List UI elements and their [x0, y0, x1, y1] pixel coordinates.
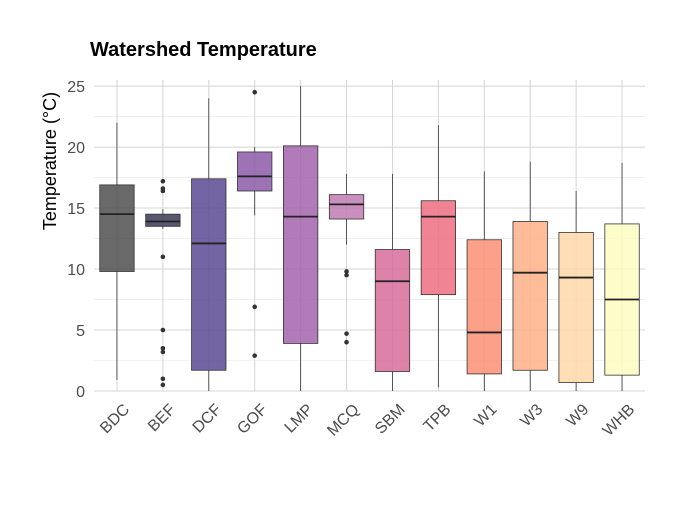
box-whb — [604, 162, 640, 391]
x-tick-label: WHB — [600, 401, 638, 439]
y-axis-label: Temperature (°C) — [40, 92, 60, 230]
box-body — [466, 239, 502, 375]
box-body — [512, 221, 548, 371]
box-body — [191, 178, 227, 371]
box-gof — [237, 89, 273, 358]
x-tick-label: BDC — [97, 401, 133, 437]
y-tick-label: 25 — [67, 79, 85, 96]
x-tick-label: MCQ — [324, 401, 362, 439]
box-bdc — [99, 122, 135, 381]
outlier-point — [344, 269, 349, 274]
x-tick-label: W9 — [563, 401, 592, 430]
box-body — [99, 184, 135, 272]
outlier-point — [160, 327, 166, 333]
outlier-point — [252, 353, 258, 358]
outlier-point — [160, 188, 166, 194]
outlier-point — [160, 178, 166, 184]
box-tpb — [420, 125, 456, 388]
x-tick-label: W1 — [471, 401, 500, 430]
box-dcf — [191, 98, 227, 391]
outlier-point — [160, 376, 166, 382]
x-tick-label: SBM — [372, 401, 409, 438]
outlier-point — [344, 339, 349, 345]
box-bef — [145, 178, 181, 388]
x-tick-label: W3 — [517, 401, 546, 430]
box-w3 — [512, 161, 548, 391]
x-tick-labels: BDC BEF DCF GOF LMP MCQ SBM TPB W1 W3 W9 WHB — [97, 401, 638, 440]
box-body — [145, 213, 181, 227]
box-body — [420, 200, 456, 296]
box-mcq — [328, 173, 365, 345]
box-body — [374, 249, 411, 372]
box-w9 — [558, 190, 594, 391]
outlier-point — [252, 304, 258, 310]
box-sbm — [374, 173, 411, 391]
box-body — [237, 151, 273, 192]
box-w1 — [466, 171, 502, 391]
y-tick-labels: 0 5 10 15 20 25 — [67, 79, 85, 401]
y-tick-label: 15 — [67, 201, 85, 218]
outlier-point — [160, 254, 166, 260]
boxplots — [99, 86, 640, 391]
x-tick-label: LMP — [282, 401, 317, 436]
box-lmp — [283, 86, 319, 391]
y-tick-label: 0 — [76, 384, 85, 401]
box-body — [558, 232, 594, 383]
x-tick-label: TPB — [421, 401, 455, 435]
outlier-point — [344, 331, 349, 336]
x-tick-label: DCF — [190, 401, 225, 436]
x-tick-label: BEF — [145, 401, 179, 435]
y-tick-label: 5 — [76, 323, 85, 340]
outlier-point — [160, 382, 166, 388]
box-body — [283, 145, 319, 344]
box-body — [328, 194, 365, 220]
outlier-point — [252, 89, 258, 95]
chart-title: Watershed Temperature — [90, 39, 317, 61]
outlier-point — [160, 349, 166, 355]
y-tick-label: 20 — [67, 140, 85, 157]
outlier-point — [160, 346, 166, 351]
x-tick-label: GOF — [234, 401, 271, 438]
outlier-point — [344, 272, 349, 278]
y-tick-label: 10 — [67, 262, 85, 279]
